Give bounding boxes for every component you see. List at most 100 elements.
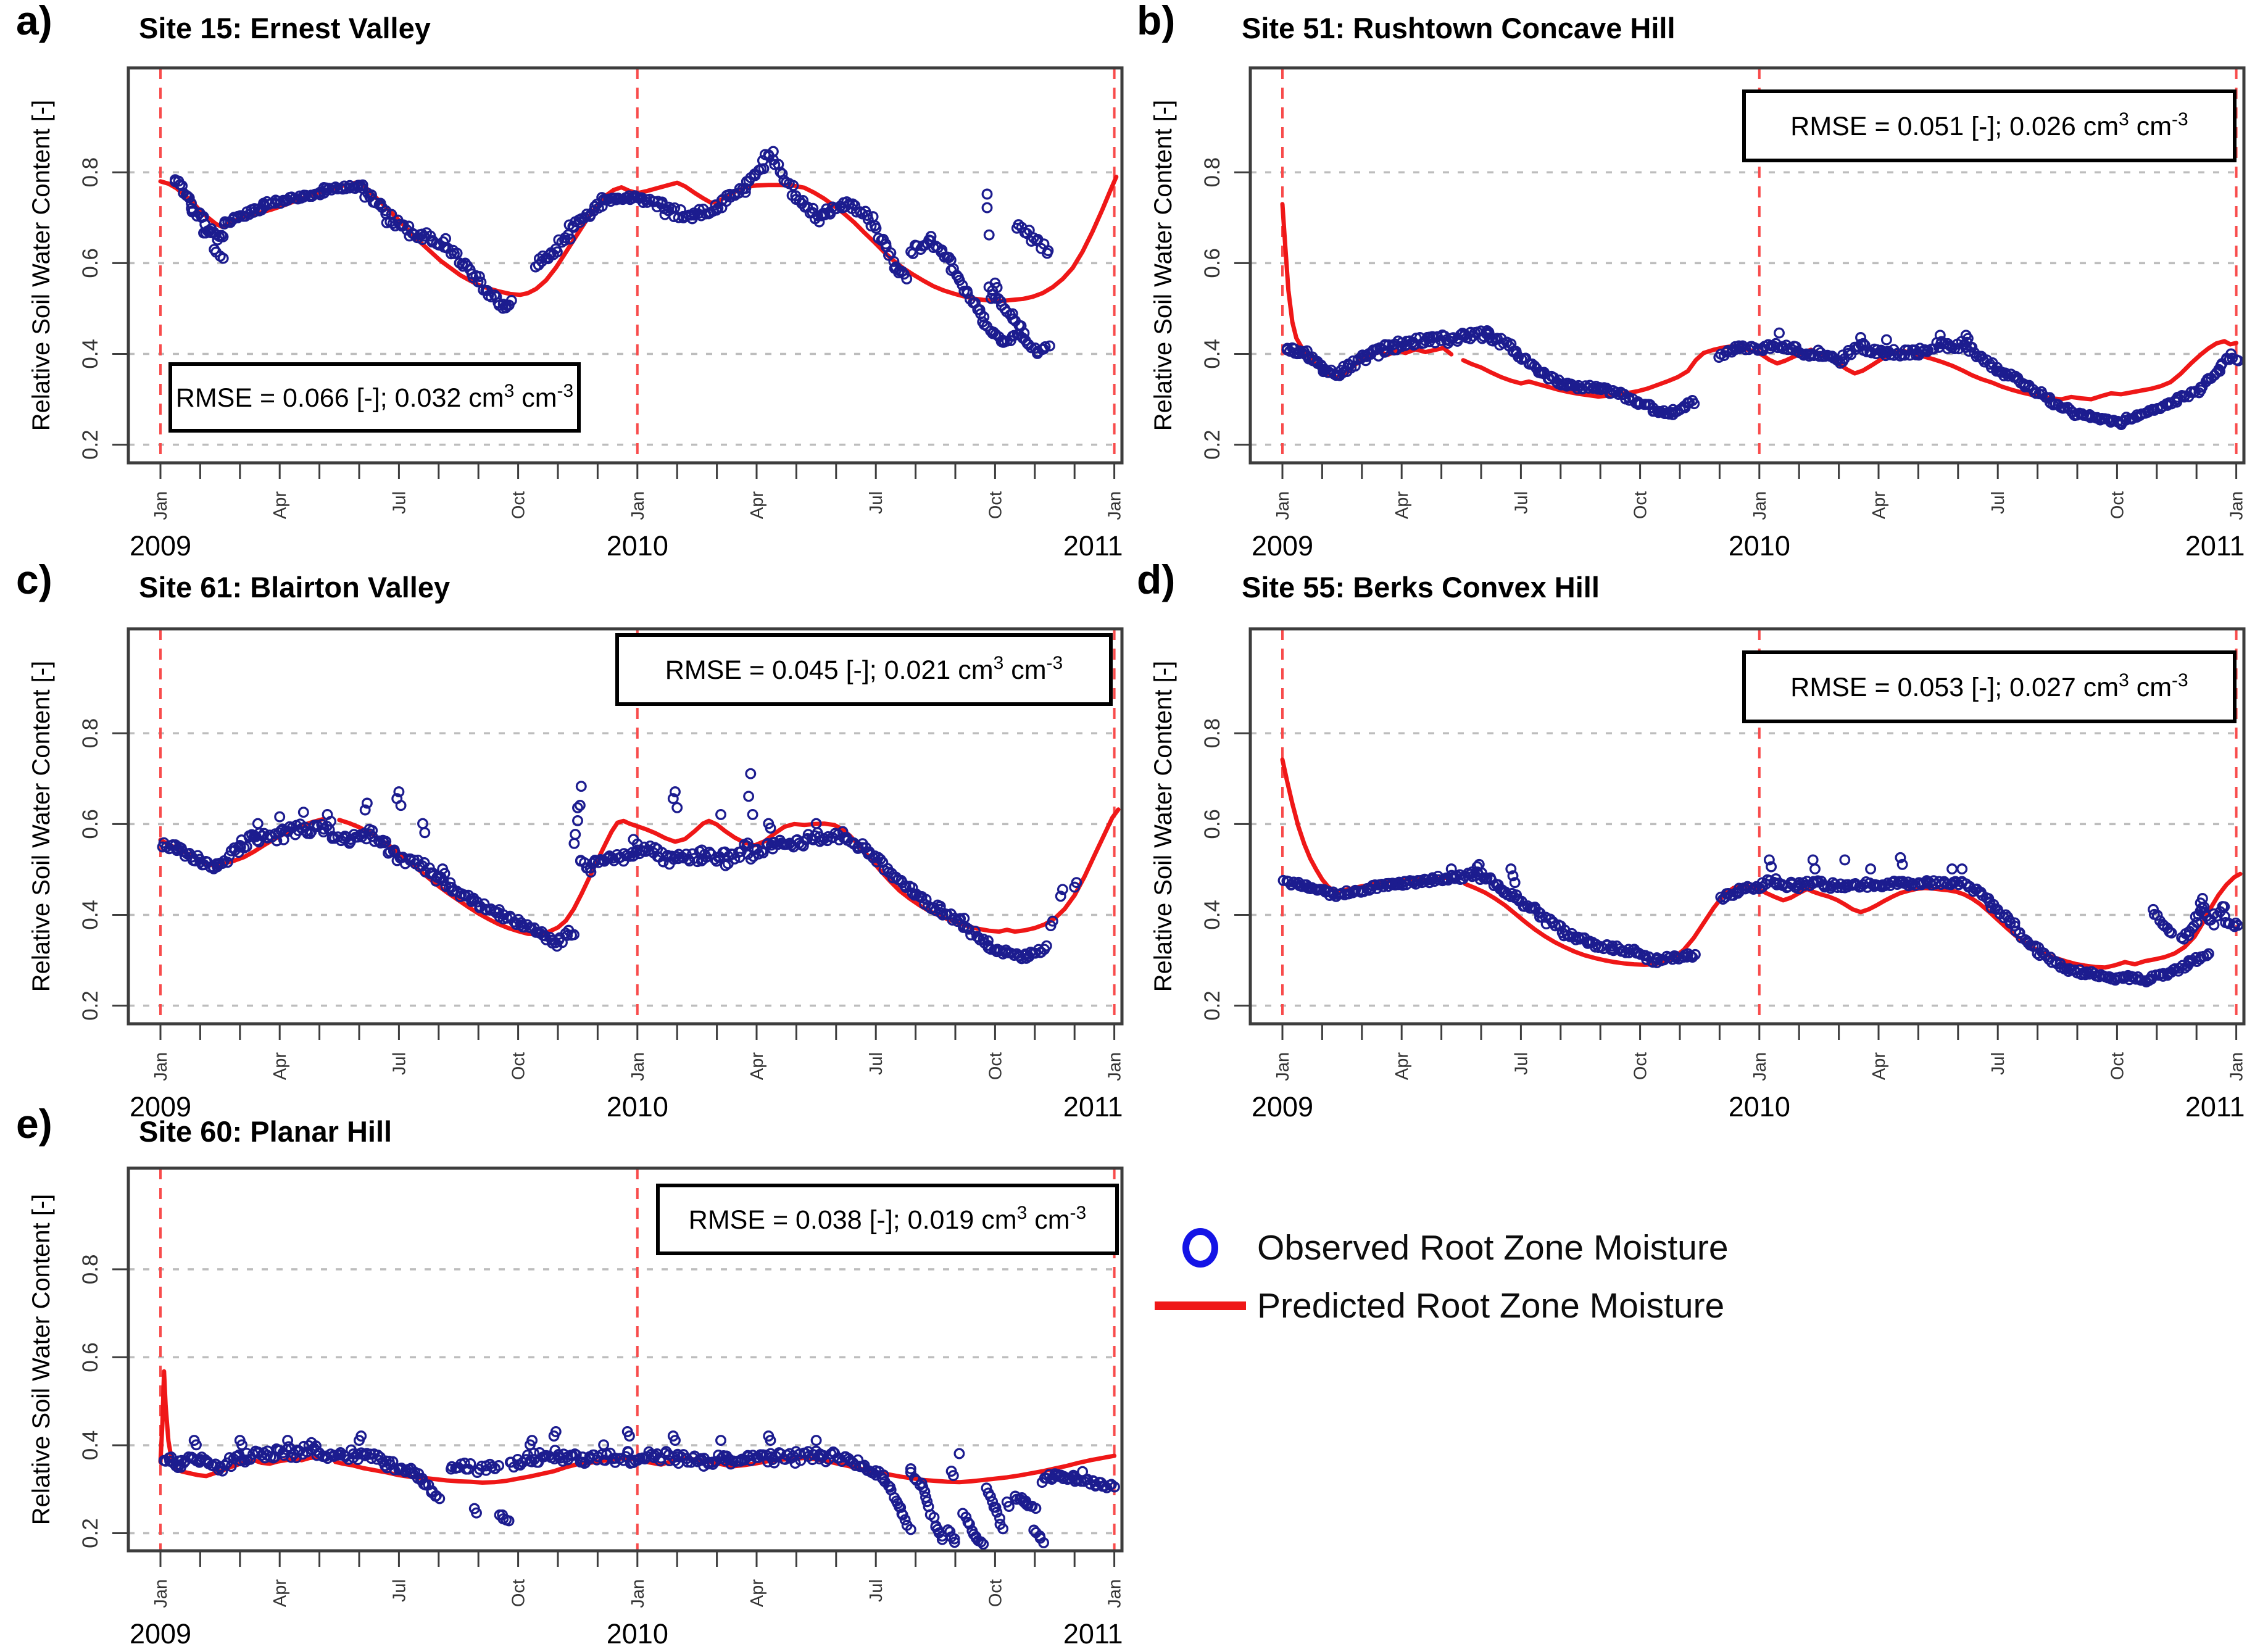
x-tick-label: Oct <box>986 1052 1005 1080</box>
observed-point <box>901 273 913 284</box>
observed-point <box>849 200 861 212</box>
observed-point <box>1071 877 1082 889</box>
observed-marker-icon <box>1182 1228 1218 1268</box>
series-layer <box>158 146 1119 359</box>
observed-point <box>1483 328 1495 340</box>
observed-point <box>1429 337 1441 349</box>
observed-point <box>1956 863 1968 875</box>
x-tick-label: Jan <box>2227 491 2247 520</box>
x-tick-label: Oct <box>509 1052 529 1080</box>
observed-point <box>568 837 580 849</box>
observed-point <box>1055 890 1066 902</box>
rmse-box <box>656 1184 1119 1255</box>
x-tick-label: Jan <box>1273 1052 1293 1081</box>
observed-point <box>2166 927 2177 939</box>
observed-point <box>274 811 286 823</box>
observed-point <box>669 202 681 214</box>
observed-point <box>631 838 643 850</box>
predicted-line-icon <box>1154 1301 1246 1310</box>
observed-point <box>1966 341 1978 353</box>
plot-border <box>127 66 1124 465</box>
observed-point <box>908 1472 920 1484</box>
observed-point <box>921 1496 933 1508</box>
year-label: 2009 <box>130 1091 191 1118</box>
observed-point <box>1895 852 1906 863</box>
observed-point <box>1839 854 1851 866</box>
observed-point <box>991 1506 1003 1518</box>
x-tick-label: Jan <box>1105 1579 1125 1608</box>
observed-point <box>623 1430 635 1442</box>
observed-point <box>810 1435 822 1447</box>
year-label: 2011 <box>2185 530 2245 557</box>
x-tick-label: Oct <box>2108 1052 2127 1080</box>
observed-point <box>1445 863 1457 875</box>
year-label: 2011 <box>2185 1091 2245 1118</box>
observed-point <box>572 802 583 813</box>
x-tick-label: Jan <box>1105 491 1125 520</box>
observed-point <box>1902 344 1914 356</box>
observed-point <box>753 848 765 860</box>
observed-point <box>1505 863 1517 875</box>
legend-row-observed: Observed Root Zone Moisture <box>1143 1219 1729 1277</box>
observed-point <box>905 1463 916 1475</box>
plot-b: RMSE = 0.051 [-]; 0.026 cm3 cm-3 Jan Apr Ju… <box>1150 66 2247 557</box>
observed-point <box>978 1538 989 1550</box>
x-tick-label: Jul <box>1511 491 1531 514</box>
legend: Observed Root Zone Moisture Predicted Ro… <box>1143 1219 1729 1335</box>
observed-point <box>1871 344 1883 355</box>
observed-point <box>1942 342 1953 354</box>
year-label: 2009 <box>130 530 191 557</box>
observed-point <box>787 180 799 191</box>
x-tick-label: Jan <box>1105 1052 1125 1081</box>
observed-point <box>963 923 974 935</box>
y-tick-label: 0.6 <box>78 248 102 278</box>
y-tick-label: 0.2 <box>78 990 102 1021</box>
observed-point <box>981 1482 992 1494</box>
observed-point <box>1896 858 1908 870</box>
observed-point <box>905 1524 916 1535</box>
x-tick-label: Apr <box>747 1579 767 1607</box>
observed-point <box>577 1451 589 1463</box>
x-tick-label: Apr <box>1392 491 1412 519</box>
observed-point <box>505 294 517 306</box>
observed-point <box>1057 884 1068 895</box>
observed-point <box>575 781 587 792</box>
observed-point <box>438 875 449 887</box>
observed-point <box>807 202 819 214</box>
observed-point <box>986 293 997 304</box>
observed-point <box>551 246 563 258</box>
predicted-line <box>337 807 1121 937</box>
y-tick-label: 0.8 <box>1200 718 1224 749</box>
observed-point <box>1109 1481 1120 1493</box>
y-tick-label: 0.2 <box>78 430 102 460</box>
observed-point <box>177 180 188 192</box>
y-axis-title: Relative Soil Water Content [-] <box>28 100 55 431</box>
observed-point <box>1040 940 1052 952</box>
x-tick-label: Jan <box>628 491 648 520</box>
y-tick-label: 0.4 <box>78 339 102 369</box>
year-label: 2010 <box>1729 1091 1790 1118</box>
observed-point <box>765 822 776 834</box>
observed-point <box>478 898 490 910</box>
observed-point <box>1641 954 1653 965</box>
observed-point <box>1809 863 1821 875</box>
observed-point <box>1473 858 1485 870</box>
observed-point <box>572 815 583 826</box>
observed-point <box>2203 948 2214 960</box>
observed-point <box>1766 861 1777 873</box>
rmse-box <box>1742 89 2237 162</box>
observed-point <box>981 188 993 200</box>
observed-point <box>236 1439 247 1451</box>
observed-point <box>565 233 576 245</box>
observed-point <box>994 1513 1005 1524</box>
observed-point <box>975 1536 987 1548</box>
observed-point <box>2201 950 2212 961</box>
x-tick-label: Apr <box>747 491 767 519</box>
observed-point <box>473 271 485 283</box>
observed-point <box>715 1435 726 1447</box>
x-tick-label: Jul <box>866 1052 886 1075</box>
x-tick-label: Apr <box>1869 1052 1889 1080</box>
observed-point <box>1807 854 1819 866</box>
observed-point <box>359 804 371 816</box>
observed-point <box>282 1435 294 1447</box>
